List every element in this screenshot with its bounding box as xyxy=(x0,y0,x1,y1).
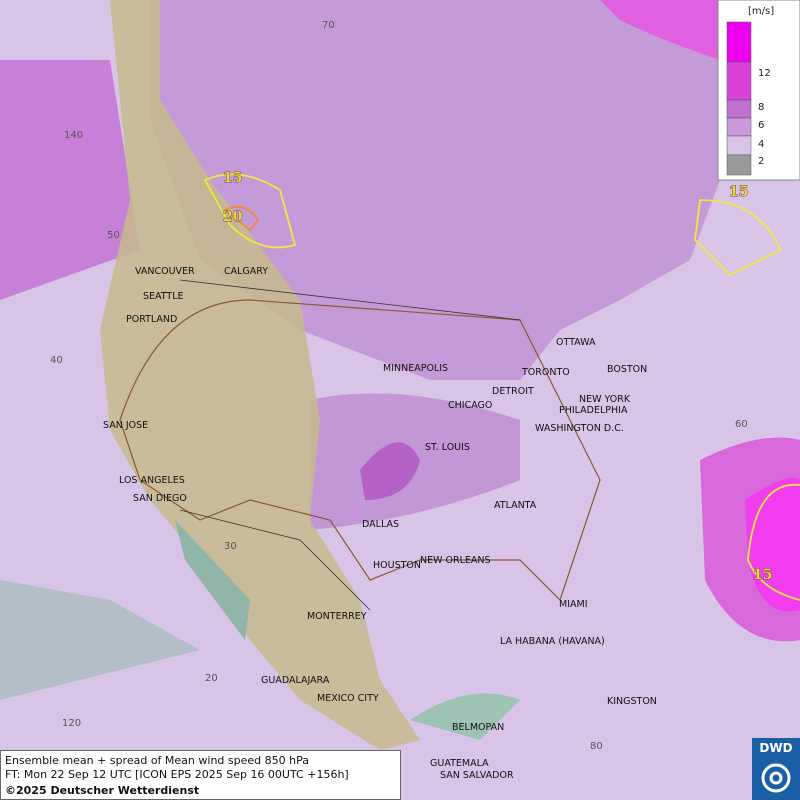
canada-wind xyxy=(150,0,720,380)
legend: [m/s] 12 8 6 4 2 xyxy=(717,0,800,181)
contour-15 xyxy=(694,199,782,277)
coastline xyxy=(119,299,601,602)
grid-label: 40 xyxy=(50,355,63,366)
legend-unit: [m/s] xyxy=(748,6,774,17)
city: KINGSTON xyxy=(607,696,657,707)
legend-swatch xyxy=(726,99,752,119)
contour-label: 15 xyxy=(729,184,748,200)
contour-label: 20 xyxy=(223,209,243,225)
jet-core xyxy=(360,442,420,500)
city: SEATTLE xyxy=(143,291,184,302)
shallow-caribbean xyxy=(410,693,520,740)
legend-level: 12 xyxy=(758,68,771,79)
legend-swatch xyxy=(726,21,752,63)
city: SAN DIEGO xyxy=(133,493,187,504)
grid-label: 80 xyxy=(590,741,603,752)
city: VANCOUVER xyxy=(135,266,195,277)
city: NEW ORLEANS xyxy=(420,555,491,566)
city: ST. LOUIS xyxy=(425,442,470,453)
caption-box xyxy=(0,750,401,800)
city: SAN SALVADOR xyxy=(440,770,514,781)
caption-line: ©2025 Deutscher Wetterdienst xyxy=(5,784,199,797)
grid-label: 20 xyxy=(205,673,218,684)
legend-swatch xyxy=(726,135,752,156)
city: BOSTON xyxy=(607,364,647,375)
legend-swatch xyxy=(726,117,752,137)
borders xyxy=(179,279,521,611)
contour-label: 15 xyxy=(753,567,772,583)
city-labels: VANCOUVER CALGARY SEATTLE PORTLAND MINNE… xyxy=(103,266,657,781)
caption-line: FT: Mon 22 Sep 12 UTC [ICON EPS 2025 Sep… xyxy=(5,768,349,781)
city: PHILADELPHIA xyxy=(559,405,628,416)
grid-label: 140 xyxy=(64,130,83,141)
city: PORTLAND xyxy=(126,314,177,325)
gulf-of-california xyxy=(175,520,250,640)
city: DETROIT xyxy=(492,386,534,397)
caption: Ensemble mean + spread of Mean wind spee… xyxy=(0,750,401,800)
legend-level: 4 xyxy=(758,139,764,150)
contour-label: 15 xyxy=(223,170,242,186)
legend-level: 6 xyxy=(758,120,764,131)
city: DALLAS xyxy=(362,519,399,530)
caption-line: Ensemble mean + spread of Mean wind spee… xyxy=(5,754,309,767)
grid-label: 70 xyxy=(322,20,335,31)
legend-level: 8 xyxy=(758,102,764,113)
grid-label: 120 xyxy=(62,718,81,729)
contour-15 xyxy=(203,173,297,249)
pacific-wind xyxy=(0,60,140,300)
city: SAN JOSE xyxy=(103,420,148,431)
logo: DWD xyxy=(752,738,800,800)
city: HOUSTON xyxy=(373,560,421,571)
logo-swirl xyxy=(769,771,783,785)
city: WASHINGTON D.C. xyxy=(535,423,624,434)
arctic-wind xyxy=(600,0,720,60)
legend-swatch xyxy=(726,61,752,101)
city: LA HABANA (HAVANA) xyxy=(500,636,605,647)
grid-label: 50 xyxy=(107,230,120,241)
terrain xyxy=(100,0,420,750)
city: CALGARY xyxy=(224,266,268,277)
city: GUADALAJARA xyxy=(261,675,330,686)
city: ATLANTA xyxy=(494,500,537,511)
legend-swatch xyxy=(726,154,752,176)
city: MINNEAPOLIS xyxy=(383,363,448,374)
city: BELMOPAN xyxy=(452,722,504,733)
city: NEW YORK xyxy=(579,394,631,405)
city: TORONTO xyxy=(521,367,570,378)
legend-level: 2 xyxy=(758,156,764,167)
city: GUATEMALA xyxy=(430,758,489,769)
city: OTTAWA xyxy=(556,337,596,348)
city: CHICAGO xyxy=(448,400,492,411)
grid-label: 60 xyxy=(735,419,748,430)
city: MEXICO CITY xyxy=(317,693,379,704)
city: MONTERREY xyxy=(307,611,367,622)
logo-text: DWD xyxy=(759,741,792,755)
city: MIAMI xyxy=(559,599,588,610)
grid-label: 30 xyxy=(224,541,237,552)
contour-15 xyxy=(747,483,800,601)
logo-swirl xyxy=(761,763,791,793)
city: LOS ANGELES xyxy=(119,475,185,486)
shallow-pacific xyxy=(0,580,200,700)
contour-20 xyxy=(223,205,260,232)
